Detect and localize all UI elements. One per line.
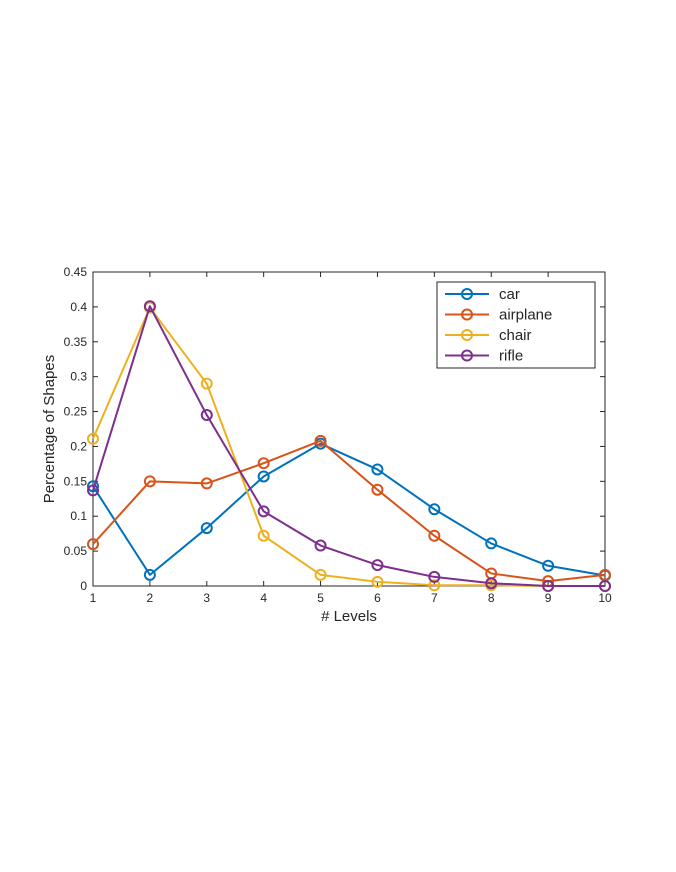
data-point-chair <box>257 529 270 542</box>
data-point-airplane <box>257 457 270 470</box>
x-tick-label: 3 <box>203 591 210 605</box>
data-point-chair <box>200 377 213 390</box>
data-point-airplane <box>428 529 441 542</box>
data-point-rifle <box>371 559 384 572</box>
data-point-chair <box>314 568 327 581</box>
legend: car airplane chair rifle <box>436 281 596 369</box>
data-point-rifle <box>87 484 99 497</box>
data-point-airplane <box>599 568 611 581</box>
y-tick-label: 0.3 <box>70 370 87 384</box>
x-tick-label: 2 <box>147 591 154 605</box>
legend-label: car <box>499 286 520 303</box>
data-point-chair <box>87 432 99 445</box>
legend-marker <box>461 329 473 341</box>
legend-entry-airplane: airplane <box>445 307 552 324</box>
series-chair <box>87 301 611 592</box>
legend-marker <box>461 349 473 362</box>
y-tick-label: 0 <box>80 579 87 593</box>
series-line-chair <box>92 306 605 587</box>
data-point-airplane <box>87 538 99 551</box>
data-point-rifle <box>143 300 156 313</box>
y-tick-label: 0.1 <box>70 509 87 523</box>
y-tick-label: 0.4 <box>70 300 87 314</box>
x-tick-label: 7 <box>431 591 438 605</box>
legend-marker <box>461 308 473 321</box>
y-tick-label: 0.35 <box>64 335 88 349</box>
x-tick-label: 1 <box>90 591 97 605</box>
series-line-airplane <box>92 439 606 583</box>
x-tick-label: 10 <box>598 591 612 605</box>
data-point-car <box>87 480 99 493</box>
data-point-rifle <box>314 539 327 552</box>
data-point-rifle <box>599 580 611 592</box>
legend-entry-car: car <box>445 286 520 303</box>
x-tick-label: 8 <box>488 591 495 605</box>
data-point-rifle <box>428 570 441 583</box>
data-point-car <box>143 568 156 581</box>
y-tick-label: 0.25 <box>64 405 88 419</box>
series-airplane <box>87 434 611 588</box>
y-tick-label: 0.45 <box>64 265 88 279</box>
series-lines <box>87 300 611 592</box>
legend-label: chair <box>499 327 532 344</box>
x-tick-label: 6 <box>374 591 381 605</box>
legend-entry-rifle: rifle <box>445 348 523 365</box>
data-point-rifle <box>257 505 270 518</box>
legend-label: airplane <box>499 307 552 324</box>
legend-label: rifle <box>499 348 523 365</box>
data-point-chair <box>428 579 441 592</box>
data-point-airplane <box>143 475 156 488</box>
data-point-airplane <box>200 477 213 490</box>
data-point-airplane <box>371 483 384 496</box>
data-point-car <box>485 537 498 550</box>
data-point-car <box>542 559 555 572</box>
data-point-car <box>200 522 213 535</box>
y-axis-label: Percentage of Shapes <box>41 355 58 503</box>
y-tick-label: 0.15 <box>64 474 88 488</box>
data-point-chair <box>371 575 384 588</box>
series-rifle <box>87 300 611 592</box>
data-point-rifle <box>200 409 213 422</box>
y-tick-label: 0.05 <box>64 544 88 558</box>
data-point-rifle <box>542 580 555 592</box>
data-point-car <box>371 463 384 476</box>
series-line-rifle <box>92 305 605 587</box>
x-tick-label: 9 <box>545 591 552 605</box>
series-line-car <box>92 442 606 577</box>
data-point-car <box>428 503 441 516</box>
y-tick-label: 0.2 <box>70 439 87 453</box>
axis-ticks: 1 2 3 4 5 6 7 8 9 10 0 0.05 0.1 0.15 0.2 0.25 0.3 0.35 0.4… <box>64 265 612 605</box>
x-tick-label: 5 <box>317 591 324 605</box>
data-point-rifle <box>485 577 498 590</box>
legend-marker <box>461 288 473 300</box>
data-point-airplane <box>314 434 327 447</box>
x-tick-label: 4 <box>260 591 267 605</box>
data-point-car <box>257 470 270 483</box>
legend-entry-chair: chair <box>445 327 532 344</box>
x-axis-label: # Levels <box>321 608 377 625</box>
